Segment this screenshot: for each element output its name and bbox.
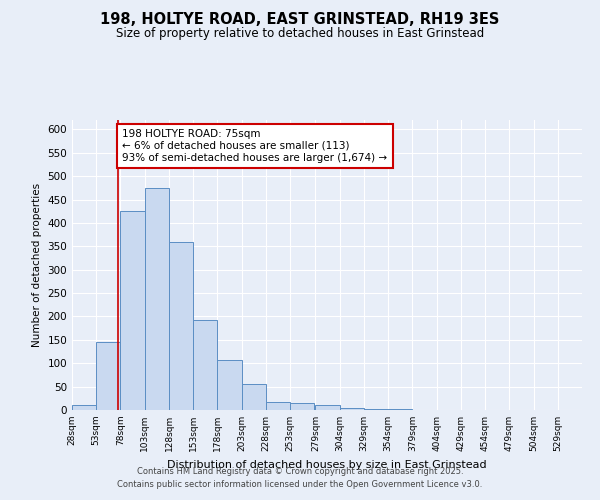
Text: 198, HOLTYE ROAD, EAST GRINSTEAD, RH19 3ES: 198, HOLTYE ROAD, EAST GRINSTEAD, RH19 3… [100, 12, 500, 28]
Bar [316, 405, 340, 410]
Bar [290, 404, 314, 410]
Y-axis label: Number of detached properties: Number of detached properties [32, 183, 42, 347]
Text: Size of property relative to detached houses in East Grinstead: Size of property relative to detached ho… [116, 28, 484, 40]
Text: 198 HOLTYE ROAD: 75sqm
← 6% of detached houses are smaller (113)
93% of semi-det: 198 HOLTYE ROAD: 75sqm ← 6% of detached … [122, 130, 388, 162]
Bar [364, 409, 388, 410]
Bar [217, 360, 242, 410]
Bar [340, 408, 364, 410]
Bar [96, 342, 121, 410]
X-axis label: Distribution of detached houses by size in East Grinstead: Distribution of detached houses by size … [167, 460, 487, 469]
Bar [388, 409, 412, 410]
Bar [121, 211, 145, 410]
Text: Contains HM Land Registry data © Crown copyright and database right 2025.
Contai: Contains HM Land Registry data © Crown c… [118, 468, 482, 489]
Bar [242, 384, 266, 410]
Bar [193, 320, 217, 410]
Bar [72, 406, 96, 410]
Bar [266, 402, 290, 410]
Bar [169, 242, 193, 410]
Bar [145, 188, 169, 410]
